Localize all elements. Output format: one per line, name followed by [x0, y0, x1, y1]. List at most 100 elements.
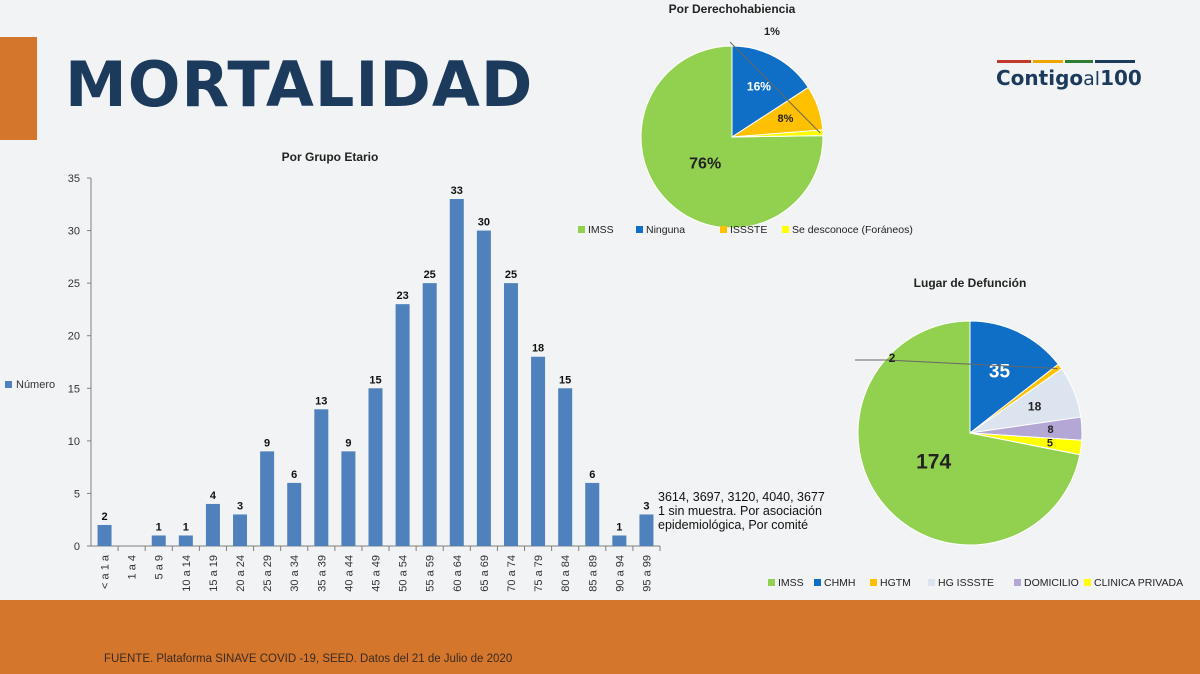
bar	[449, 199, 464, 546]
legend-label: HGTM	[880, 577, 911, 589]
x-tick-label: 15 a 19	[208, 555, 220, 592]
legend-label: Ninguna	[646, 224, 685, 236]
leader-line	[886, 359, 1058, 369]
x-tick-label: 20 a 24	[235, 555, 247, 592]
pie-chart-title: Por Derechohabiencia	[669, 2, 796, 16]
bar-data-label: 3	[237, 500, 243, 512]
source-note: FUENTE. Plataforma SINAVE COVID -19, SEE…	[104, 653, 513, 665]
x-tick-label: 75 a 79	[533, 555, 545, 592]
pie-slice	[640, 45, 824, 229]
bar-data-label: 6	[291, 469, 297, 481]
bar	[97, 524, 112, 546]
x-tick-label: 5 a 9	[154, 555, 166, 579]
footer-band: FUENTE. Plataforma SINAVE COVID -19, SEE…	[0, 600, 1200, 674]
legend-label: IMSS	[778, 577, 804, 589]
bar	[205, 503, 220, 546]
note-text: 3614, 3697, 3120, 4040, 3677 1 sin muest…	[658, 490, 825, 532]
bar-data-label: 9	[345, 437, 351, 449]
x-tick-label: 95 a 99	[641, 555, 653, 592]
y-tick-label: 30	[68, 226, 80, 238]
leader-line	[729, 41, 821, 134]
bar-data-label: 9	[264, 437, 270, 449]
bar	[287, 482, 302, 546]
bar-data-label: 1	[616, 521, 622, 533]
x-tick-label: < a 1 a	[100, 554, 112, 589]
pie-slice	[731, 129, 824, 138]
bar	[151, 535, 166, 546]
legend-swatch	[928, 579, 935, 586]
bar	[314, 409, 329, 546]
y-tick-label: 0	[74, 541, 80, 553]
bar	[233, 514, 248, 546]
bar-data-label: 23	[396, 290, 408, 302]
bar	[585, 482, 600, 546]
y-tick-label: 15	[68, 383, 80, 395]
bar-data-label: 25	[424, 269, 436, 281]
x-tick-label: 45 a 49	[371, 555, 383, 592]
bar	[612, 535, 627, 546]
pie-data-label: 2	[889, 351, 896, 365]
bar-data-label: 3	[643, 500, 649, 512]
x-tick-label: 65 a 69	[479, 555, 491, 592]
y-tick-label: 25	[68, 278, 80, 290]
bar	[368, 388, 383, 546]
bar	[558, 388, 573, 546]
pie-data-label: 16%	[747, 80, 771, 94]
bar-data-label: 30	[478, 217, 490, 229]
x-tick-label: 35 a 39	[316, 555, 328, 592]
bar-data-label: 6	[589, 469, 595, 481]
legend-label: Número	[16, 379, 55, 391]
bar	[178, 535, 193, 546]
pie-data-label: 174	[916, 450, 951, 473]
legend-label: DOMICILIO	[1024, 577, 1079, 589]
legend-label: Se desconoce (Foráneos)	[792, 224, 913, 236]
legend-label: IMSS	[588, 224, 614, 236]
bar-chart-title: Por Grupo Etario	[282, 150, 379, 164]
legend-swatch	[636, 226, 643, 233]
bar-data-label: 1	[183, 521, 189, 533]
x-tick-label: 50 a 54	[398, 555, 410, 592]
legend-swatch	[814, 579, 821, 586]
bar-data-label: 15	[369, 374, 381, 386]
bar	[422, 283, 437, 546]
pie-slice	[969, 432, 1083, 456]
bar-data-label: 1	[156, 521, 162, 533]
pie-data-label: 8%	[777, 113, 793, 125]
bar-data-label: 4	[210, 490, 217, 502]
x-tick-label: 25 a 29	[262, 555, 274, 592]
y-tick-label: 5	[74, 488, 80, 500]
bar	[503, 283, 518, 546]
pie-slice	[969, 320, 1060, 435]
pie-slice	[857, 320, 1081, 546]
legend-swatch	[1084, 579, 1091, 586]
legend-swatch	[578, 226, 585, 233]
bar-data-label: 15	[559, 374, 571, 386]
bar-data-label: 33	[451, 185, 463, 197]
y-tick-label: 35	[68, 173, 80, 185]
x-tick-label: 70 a 74	[506, 555, 518, 592]
pie-data-label: 76%	[689, 155, 721, 172]
legend-swatch	[720, 226, 727, 233]
legend-swatch	[870, 579, 877, 586]
legend-swatch	[768, 579, 775, 586]
pie-chart-title: Lugar de Defunción	[914, 276, 1027, 290]
y-tick-label: 10	[68, 436, 80, 448]
bar-data-label: 13	[315, 395, 327, 407]
pie-data-label: 18	[1028, 400, 1042, 414]
legend-swatch	[1014, 579, 1021, 586]
bar	[341, 451, 356, 546]
x-tick-label: 30 a 34	[289, 555, 301, 592]
legend-swatch	[5, 381, 12, 388]
contigo-al-100-logo: Contigoal100	[993, 60, 1143, 100]
pie-data-label: 1%	[764, 26, 780, 38]
legend-label: CHMH	[824, 577, 856, 589]
accent-bar	[0, 37, 37, 140]
legend-label: HG ISSSTE	[938, 577, 994, 589]
pie-slice	[731, 45, 810, 138]
x-tick-label: 90 a 94	[614, 555, 626, 592]
bar	[260, 451, 275, 546]
page-title: MORTALIDAD	[65, 48, 534, 121]
bar-data-label: 2	[101, 511, 107, 523]
legend-label: ISSSTE	[730, 224, 767, 236]
